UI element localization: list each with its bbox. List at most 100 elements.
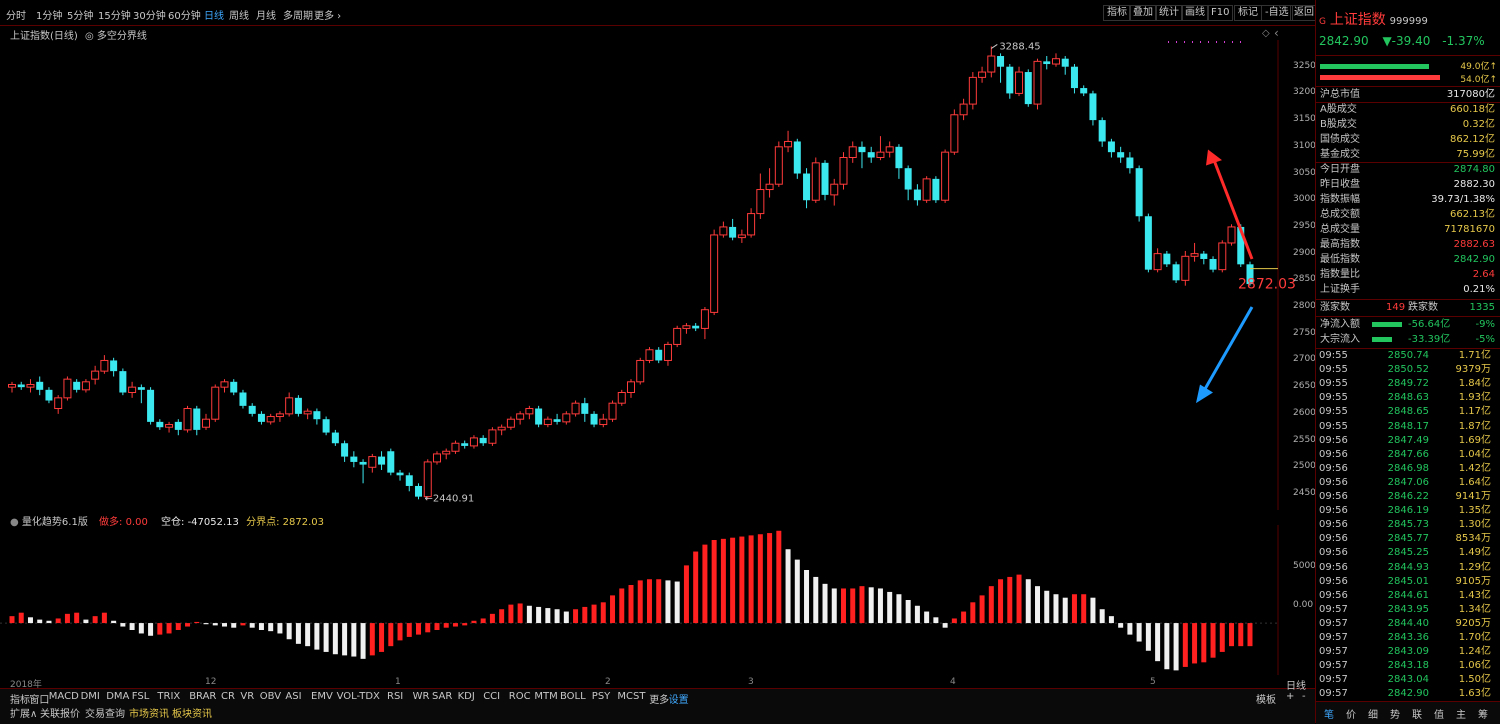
- indicator-name[interactable]: ◎ 多空分界线: [85, 31, 147, 42]
- candle-body: [1190, 253, 1199, 257]
- candle-body: [765, 183, 774, 191]
- zoom-in-button[interactable]: +: [1286, 691, 1295, 702]
- indicator-tab[interactable]: RSI: [387, 691, 404, 702]
- f10-button[interactable]: F10: [1207, 5, 1234, 21]
- panel-tab[interactable]: 值: [1434, 710, 1444, 721]
- tick-volume: 1.30亿: [1458, 519, 1491, 531]
- trade-query-tab[interactable]: 交易查询: [85, 709, 125, 720]
- tick-time: 09:56: [1319, 547, 1348, 559]
- indicator-tab[interactable]: CR: [221, 691, 235, 702]
- indicator-tab[interactable]: SAR: [432, 691, 453, 702]
- indicator-tab[interactable]: ROC: [508, 691, 531, 702]
- period-tab-monthly[interactable]: 月线: [256, 11, 276, 22]
- candle-body: [396, 472, 404, 476]
- panel-tab[interactable]: 势: [1390, 710, 1400, 721]
- sub-bar: [406, 623, 412, 637]
- watchlist-button[interactable]: -自选: [1261, 5, 1293, 21]
- indicator-tab[interactable]: VR: [240, 691, 255, 702]
- stats-button[interactable]: 统计: [1155, 5, 1183, 21]
- period-tab-multi[interactable]: 多周期: [283, 11, 313, 22]
- candle-body: [63, 378, 72, 399]
- period-tab-60min[interactable]: 60分钟: [168, 11, 201, 22]
- tick-price: 2847.06: [1387, 476, 1429, 488]
- panel-tab-bar: 笔价细势联值主筹: [1316, 701, 1500, 724]
- sub-indicator-chart[interactable]: [0, 525, 1315, 675]
- collapse-icon[interactable]: ‹: [1274, 26, 1279, 40]
- period-tab-fenshi[interactable]: 分时: [6, 11, 26, 22]
- candle-body: [313, 411, 321, 420]
- period-tab-5min[interactable]: 5分钟: [67, 11, 94, 22]
- candle-body: [285, 397, 294, 415]
- market-news-tab[interactable]: 市场资讯: [129, 709, 169, 720]
- current-price: 2842.90: [1319, 34, 1369, 48]
- tick-volume: 1.50亿: [1458, 674, 1491, 686]
- candle-body: [1070, 66, 1078, 89]
- indicator-tab[interactable]: PSY: [591, 691, 611, 702]
- indicator-tab[interactable]: 指标: [10, 695, 30, 706]
- indicator-tab[interactable]: WR: [412, 691, 430, 702]
- panel-tab[interactable]: 细: [1368, 710, 1378, 721]
- template-button[interactable]: 模板: [1256, 695, 1276, 706]
- panel-tab[interactable]: 笔: [1324, 710, 1334, 721]
- candle-body: [617, 392, 626, 404]
- mark-button[interactable]: 标记: [1234, 5, 1262, 21]
- indicator-tab[interactable]: TRIX: [157, 691, 181, 702]
- sub-bar: [998, 579, 1004, 624]
- candle-body: [174, 421, 182, 430]
- sub-bar: [693, 551, 699, 624]
- sub-bar: [258, 623, 264, 630]
- sector-news-tab[interactable]: 板块资讯: [172, 709, 212, 720]
- panel-tab[interactable]: 价: [1346, 710, 1356, 721]
- period-tab-weekly[interactable]: 周线: [229, 11, 249, 22]
- candle-body: [137, 387, 145, 390]
- net-inflow-pct: -9%: [1475, 319, 1495, 330]
- down-volume-bar: [1320, 75, 1440, 80]
- indicator-tab[interactable]: 窗口: [29, 695, 50, 706]
- indicator-tab[interactable]: VOL-TDX: [336, 691, 380, 702]
- panel-tab[interactable]: 筹: [1478, 710, 1488, 721]
- indicator-tab[interactable]: MACD: [48, 691, 79, 702]
- related-quote-tab[interactable]: 关联报价: [40, 709, 80, 720]
- indicator-tab[interactable]: MTM: [534, 691, 558, 702]
- sub-bar: [1155, 623, 1161, 662]
- stat-row: 基金成交 75.99亿: [1316, 147, 1500, 162]
- period-tab-more[interactable]: 更多 ›: [314, 11, 342, 22]
- indicator-tab[interactable]: OBV: [259, 691, 282, 702]
- indicator-tab[interactable]: BRAR: [189, 691, 217, 702]
- back-button[interactable]: 返回: [1290, 5, 1318, 21]
- tick-row: 09:55 2850.74 1.71亿: [1316, 349, 1500, 364]
- sub-indicator-title[interactable]: 量化趋势6.1版: [21, 517, 88, 528]
- sub-bar: [92, 616, 98, 624]
- indicator-tab[interactable]: KDJ: [457, 691, 475, 702]
- period-tab-daily[interactable]: 日线: [204, 11, 224, 22]
- candlestick-chart[interactable]: 3288.45 ←2440.91 2872.03: [0, 40, 1315, 510]
- indicator-tab[interactable]: FSL: [131, 691, 150, 702]
- indicator-tab[interactable]: 设置: [668, 695, 689, 706]
- tick-volume: 1.63亿: [1458, 688, 1491, 700]
- indicator-tab[interactable]: DMI: [80, 691, 100, 702]
- sub-bar: [120, 623, 126, 627]
- indicator-tab[interactable]: DMA: [106, 691, 130, 702]
- sub-bar: [979, 595, 985, 624]
- indicator-tab[interactable]: EMV: [311, 691, 333, 702]
- indicator-tab[interactable]: BOLL: [560, 691, 586, 702]
- zoom-out-button[interactable]: -: [1302, 691, 1306, 702]
- indicator-button[interactable]: 指标: [1103, 5, 1131, 21]
- indicator-tab[interactable]: 更多: [649, 695, 670, 706]
- draw-button[interactable]: 画线: [1181, 5, 1209, 21]
- indicator-tab[interactable]: MCST: [617, 691, 646, 702]
- tick-volume: 1.71亿: [1458, 350, 1491, 361]
- stat-row: B股成交 0.32亿: [1316, 117, 1500, 132]
- panel-tab[interactable]: 联: [1412, 710, 1422, 721]
- indicator-tab[interactable]: ASI: [285, 691, 302, 702]
- expand-button[interactable]: 扩展∧: [10, 709, 38, 720]
- overlay-button[interactable]: 叠加: [1129, 5, 1157, 21]
- period-tab-15min[interactable]: 15分钟: [98, 11, 131, 22]
- period-tab-1min[interactable]: 1分钟: [36, 11, 63, 22]
- panel-tab[interactable]: 主: [1456, 710, 1466, 721]
- indicator-tab[interactable]: CCI: [483, 691, 501, 702]
- price-axis-tick: 3200: [1293, 87, 1316, 98]
- diamond-icon[interactable]: ◇: [1262, 28, 1270, 39]
- price-change: ▼-39.40: [1382, 34, 1431, 48]
- period-tab-30min[interactable]: 30分钟: [133, 11, 166, 22]
